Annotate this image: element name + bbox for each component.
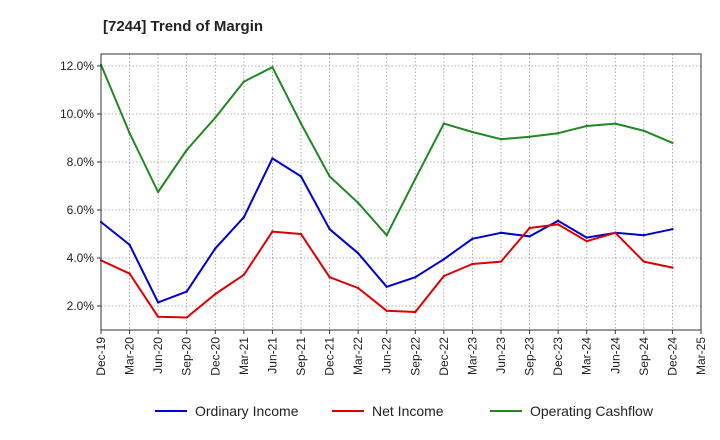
data-point [328,276,331,279]
y-axis: 2.0% 4.0% 6.0% 8.0% 10.0% 12.0% [60,59,101,313]
x-tick-label: Jun-22 [380,337,394,374]
data-point [128,132,131,135]
x-tick-label: Jun-20 [151,337,165,374]
data-point [128,272,131,275]
data-point [356,201,360,204]
x-tick-label: Dec-20 [208,337,222,376]
plot-frame [100,53,702,331]
data-point [614,231,617,234]
data-point [271,66,274,69]
data-point [556,223,560,226]
data-point [585,124,588,128]
data-point [414,177,417,180]
data-point [356,286,360,290]
data-point [185,290,188,293]
y-tick-label: 10.0% [60,107,94,121]
data-point [671,228,674,231]
x-tick-label: Sep-22 [408,337,422,376]
data-point [414,310,417,314]
data-point [528,135,531,138]
y-tick-label: 12.0% [60,59,94,73]
data-point [242,273,246,276]
data-point [671,141,674,144]
chart-title: [7244] Trend of Margin [103,18,263,35]
data-point [356,252,360,255]
data-point [556,132,560,135]
data-point [214,116,217,119]
data-point [642,260,646,263]
data-point [528,235,531,238]
data-point [385,309,388,312]
legend-label: Ordinary Income [195,403,299,419]
x-tick-label: Sep-24 [637,337,651,376]
x-tick-label: Dec-19 [94,337,108,376]
data-point [156,301,160,304]
x-tick-label: Mar-24 [580,337,594,375]
y-tick-label: 2.0% [67,299,95,313]
data-point [442,258,446,261]
legend-label: Operating Cashflow [530,403,654,419]
data-point [414,276,417,279]
data-point [156,190,160,194]
x-tick-label: Dec-22 [437,337,451,376]
x-tick-label: Mar-25 [694,337,708,375]
data-point [385,234,388,237]
data-point [556,219,560,222]
data-point [242,216,246,219]
data-point [642,129,646,132]
data-point [242,80,246,83]
data-point [614,122,617,125]
data-point [471,237,474,240]
y-tick-label: 6.0% [67,203,95,217]
data-point [214,247,217,250]
x-tick-label: Jun-21 [265,337,279,374]
x-tick-label: Mar-22 [351,337,365,375]
x-tick-label: Dec-23 [551,337,565,376]
data-point [271,157,274,160]
data-point [442,122,446,125]
data-point [328,228,331,231]
x-tick-label: Dec-24 [665,337,679,376]
data-point [585,236,588,239]
x-tick-label: Sep-20 [180,337,194,376]
x-tick-label: Mar-21 [237,337,251,375]
x-tick-label: Mar-20 [123,337,137,375]
data-point [185,316,188,319]
data-point [499,231,503,234]
x-tick-label: Dec-21 [323,337,337,376]
x-tick-label: Jun-24 [608,337,622,374]
series-layer [99,63,674,319]
data-point [528,226,531,230]
legend-label: Net Income [372,403,444,419]
x-tick-label: Sep-21 [294,337,308,376]
data-point [671,266,674,269]
data-point [156,315,160,318]
data-point [185,148,188,152]
x-tick-label: Jun-23 [494,337,508,374]
data-point [499,138,503,141]
data-point [471,130,474,134]
data-point [442,274,446,278]
x-tick-label: Mar-23 [465,337,479,375]
data-point [299,122,303,125]
data-point [271,230,274,233]
data-point [328,175,331,178]
y-tick-label: 4.0% [67,251,95,265]
x-axis: Dec-19 Mar-20 Jun-20 Sep-20 Dec-20 Mar-21 Jun-… [94,330,708,376]
data-point [642,234,646,237]
data-point [214,292,217,296]
grid-layer [100,54,702,330]
x-tick-label: Sep-23 [523,337,537,376]
y-tick-label: 8.0% [67,155,95,169]
legend: Ordinary Income Net Income Operating Cashf… [155,403,654,419]
data-point [299,175,303,178]
data-point [299,232,303,236]
data-point [128,243,131,246]
data-point [471,262,474,266]
data-point [585,240,588,243]
data-point [499,260,503,263]
data-point [385,285,388,288]
